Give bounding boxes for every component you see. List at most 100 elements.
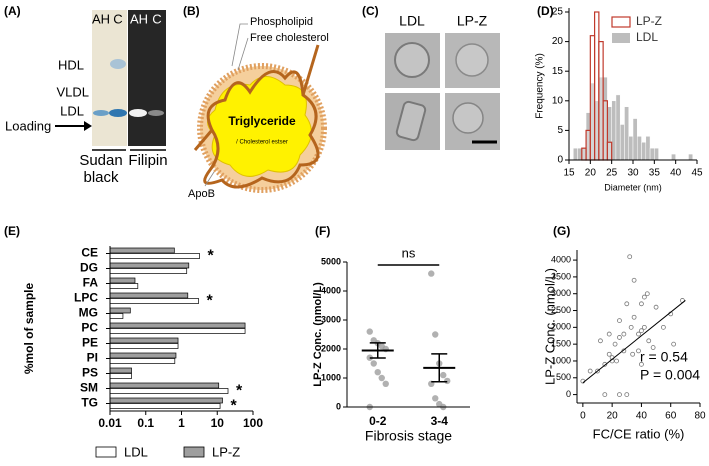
x-tick-label: 40: [670, 168, 682, 179]
hist-bar: [637, 136, 642, 161]
hist-bar: [593, 11, 600, 161]
legend-label: LDL: [636, 30, 658, 44]
point: [444, 377, 451, 385]
bar: [109, 367, 132, 374]
point: [587, 368, 593, 374]
y-tick-label: 15: [552, 66, 564, 77]
shell-label: Phospholipid: [250, 16, 313, 28]
point: [631, 277, 637, 283]
point: [382, 380, 389, 387]
point: [440, 371, 447, 379]
y-axis-label: LP-Z Conc. (nmol/L): [312, 282, 324, 387]
hist-bar: [619, 124, 625, 161]
point: [614, 358, 619, 364]
point: [366, 328, 373, 335]
point: [660, 324, 666, 330]
band: [110, 59, 126, 69]
point: [370, 360, 377, 367]
panel-label: (E): [4, 224, 20, 238]
bar: [109, 307, 131, 314]
leader-line: [231, 23, 249, 71]
y-tick-label: FA: [83, 276, 99, 290]
point: [653, 304, 659, 310]
legend-swatch: [611, 16, 631, 28]
point: [606, 331, 612, 337]
bar: [109, 253, 200, 259]
point: [595, 368, 600, 374]
hist-bar: [671, 153, 676, 161]
point: [631, 314, 637, 320]
lane-label: C: [152, 11, 161, 26]
panel-label: (C): [362, 4, 379, 18]
particle: [452, 102, 484, 134]
x-tick-label: 45: [691, 168, 703, 179]
x-tick-label: 25: [606, 168, 618, 179]
bar: [109, 403, 221, 409]
bar: [109, 322, 246, 329]
stain-label: Sudan black: [79, 152, 123, 186]
x-tick-label: 40: [636, 411, 648, 422]
panel-label: (B): [183, 4, 200, 18]
shell-label: Free cholesterol: [250, 32, 329, 44]
y-tick-label: 5: [557, 125, 563, 136]
y-tick-label: 3000: [321, 314, 341, 324]
lane-label: AH: [92, 11, 110, 26]
x-tick-label: 0.1: [137, 416, 154, 430]
hist-bar: [611, 100, 617, 161]
bar: [109, 382, 220, 389]
lane-label: C: [113, 11, 122, 26]
panel-label: (D): [537, 4, 554, 18]
x-tick-label: 20: [585, 168, 597, 179]
point: [602, 392, 608, 397]
x-tick-label: 20: [607, 411, 619, 422]
y-tick-label: 2500: [551, 305, 571, 315]
micrographs: [385, 33, 500, 150]
error-bar: [369, 342, 386, 359]
point: [612, 341, 618, 347]
point: [639, 361, 644, 367]
legend-swatch: [612, 33, 630, 43]
column-label: LP-Z: [457, 13, 488, 29]
point: [636, 331, 641, 337]
x-tick-label: 0: [580, 411, 586, 422]
point: [617, 335, 622, 340]
legend-label: LP-Z: [636, 14, 662, 28]
point: [641, 324, 647, 330]
hist-bar: [688, 153, 693, 161]
particle: [455, 43, 489, 77]
y-axis-label: %mol of sample: [22, 283, 36, 375]
y-tick-label: DG: [80, 261, 98, 275]
panel-label: (A): [4, 4, 21, 18]
bar: [109, 373, 132, 379]
point: [598, 338, 603, 344]
particle: [394, 42, 430, 78]
column-label: LDL: [399, 13, 425, 29]
bar: [109, 343, 179, 349]
point: [378, 374, 385, 382]
y-tick-label: PS: [82, 366, 98, 380]
x-tick-label: 10: [211, 416, 225, 430]
bar: [109, 292, 189, 299]
point: [432, 331, 439, 338]
point: [671, 341, 677, 347]
y-tick-label: PE: [82, 336, 98, 350]
point: [650, 345, 656, 350]
point: [644, 291, 650, 297]
bar: [109, 283, 139, 289]
point: [624, 301, 630, 307]
hist-bar: [628, 136, 634, 161]
x-tick-label: 3-4: [431, 414, 449, 428]
hist-bar: [645, 136, 651, 161]
point: [646, 338, 652, 344]
y-tick-label: 0: [566, 389, 571, 399]
error-bar: [431, 353, 448, 383]
point: [602, 361, 608, 367]
hist-bar: [624, 106, 629, 161]
bar: [109, 388, 229, 394]
y-tick-label: 3500: [551, 271, 571, 281]
particle: [395, 100, 427, 142]
gel-sudan: [92, 10, 127, 146]
legend-label: LDL: [124, 444, 148, 459]
legend-label: LP-Z: [212, 444, 240, 459]
y-tick-label: 4000: [321, 285, 341, 295]
